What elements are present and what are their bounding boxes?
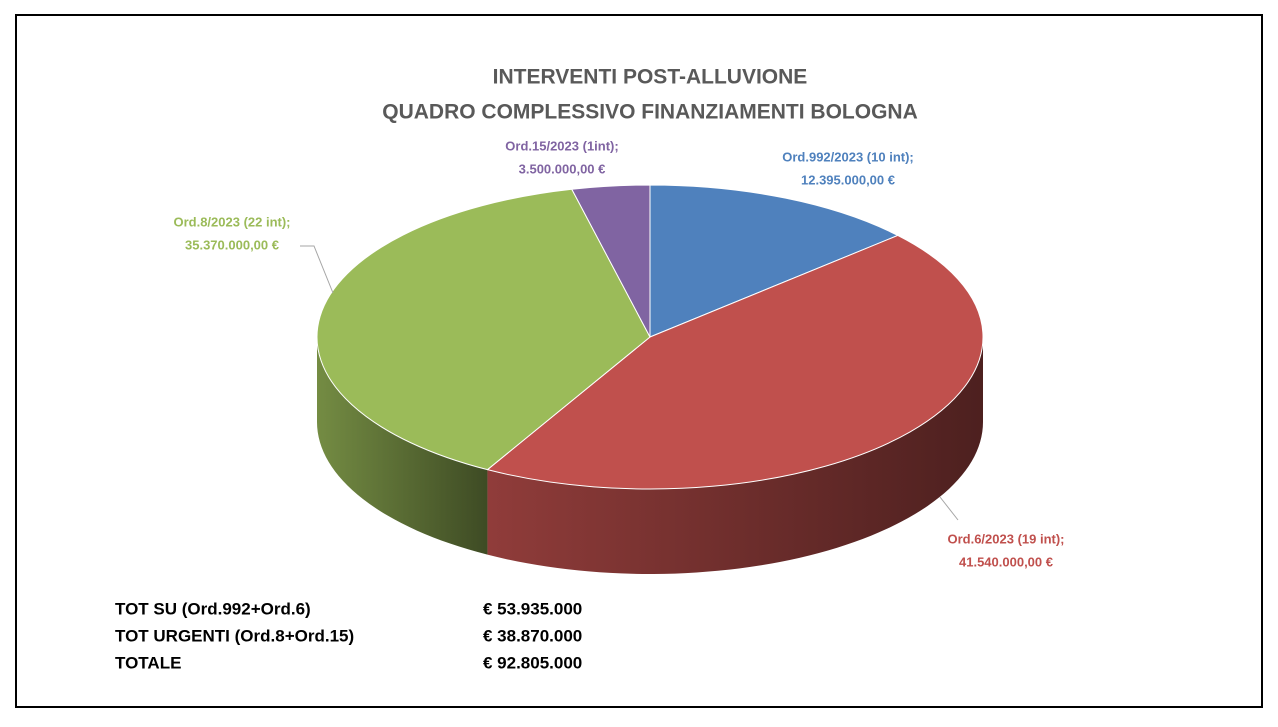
slice xyxy=(649,184,899,338)
data-label: Ord.6/2023 (19 int); xyxy=(947,531,1064,546)
slice-side xyxy=(317,337,488,555)
data-label: 41.540.000,00 € xyxy=(959,554,1053,569)
slice xyxy=(316,188,651,471)
frame xyxy=(15,14,1263,708)
data-label: Ord.15/2023 (1int); xyxy=(505,138,618,153)
data-label: 12.395.000,00 € xyxy=(801,172,895,187)
leader-line xyxy=(939,496,959,521)
leader-line xyxy=(300,245,334,294)
summary-value: € 38.870.000 xyxy=(483,626,582,645)
data-label: 35.370.000,00 € xyxy=(185,237,279,252)
summary-value: € 53.935.000 xyxy=(483,599,582,618)
slice-side xyxy=(487,337,983,574)
summary-value: € 92.805.000 xyxy=(483,653,582,672)
summary-label: TOT SU (Ord.992+Ord.6) xyxy=(115,599,311,618)
chart-title: QUADRO COMPLESSIVO FINANZIAMENTI BOLOGNA xyxy=(382,101,918,124)
data-label: Ord.8/2023 (22 int); xyxy=(173,214,290,229)
summary-label: TOT URGENTI (Ord.8+Ord.15) xyxy=(115,626,354,645)
slice xyxy=(486,234,984,490)
slice xyxy=(571,184,651,338)
data-label: 3.500.000,00 € xyxy=(519,161,606,176)
chart-title: INTERVENTI POST-ALLUVIONE xyxy=(493,66,808,89)
summary-label: TOTALE xyxy=(115,653,181,672)
data-label: Ord.992/2023 (10 int); xyxy=(782,149,914,164)
